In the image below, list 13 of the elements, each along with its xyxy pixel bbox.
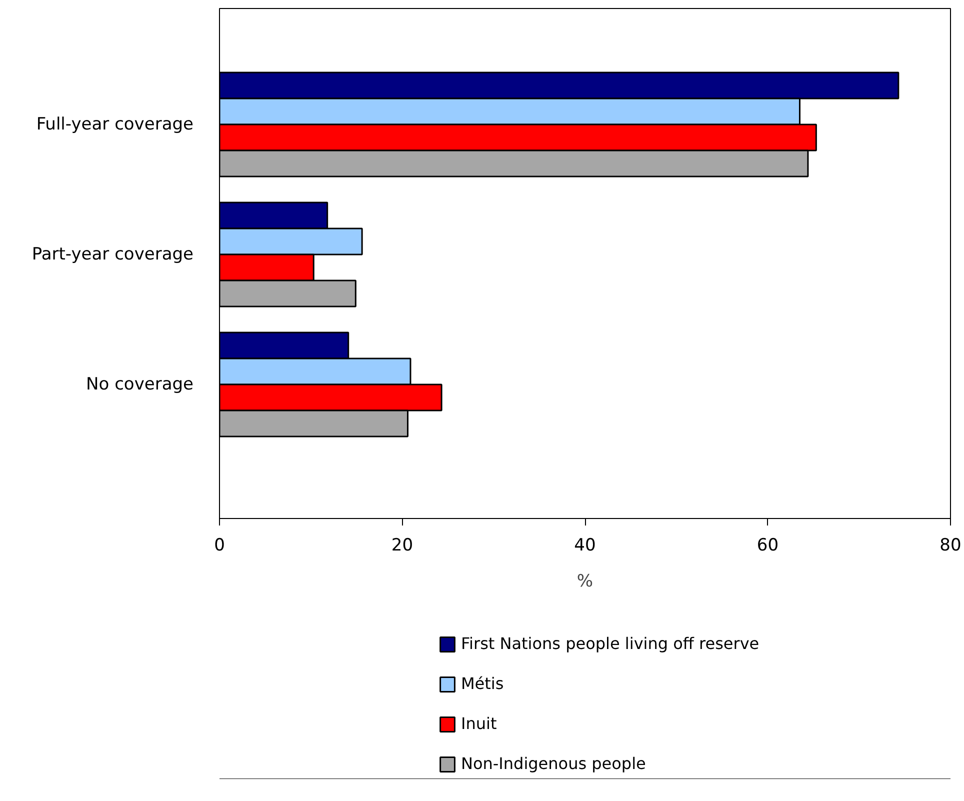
y-tick-label: Part-year coverage bbox=[32, 244, 194, 264]
x-tick-label: 80 bbox=[940, 536, 962, 556]
legend-label: Inuit bbox=[461, 714, 497, 733]
legend-label: First Nations people living off reserve bbox=[461, 634, 760, 653]
y-tick-label: No coverage bbox=[86, 374, 194, 394]
x-axis-title: % bbox=[576, 572, 594, 592]
x-tick-label: 40 bbox=[574, 536, 596, 556]
legend-label: Non-Indigenous people bbox=[461, 754, 646, 773]
x-tick-label: 0 bbox=[214, 536, 225, 556]
x-tick-label: 60 bbox=[756, 536, 779, 556]
y-tick-label: Full-year coverage bbox=[36, 114, 194, 134]
x-tick-label: 20 bbox=[391, 536, 414, 556]
legend-label: Métis bbox=[461, 674, 504, 693]
